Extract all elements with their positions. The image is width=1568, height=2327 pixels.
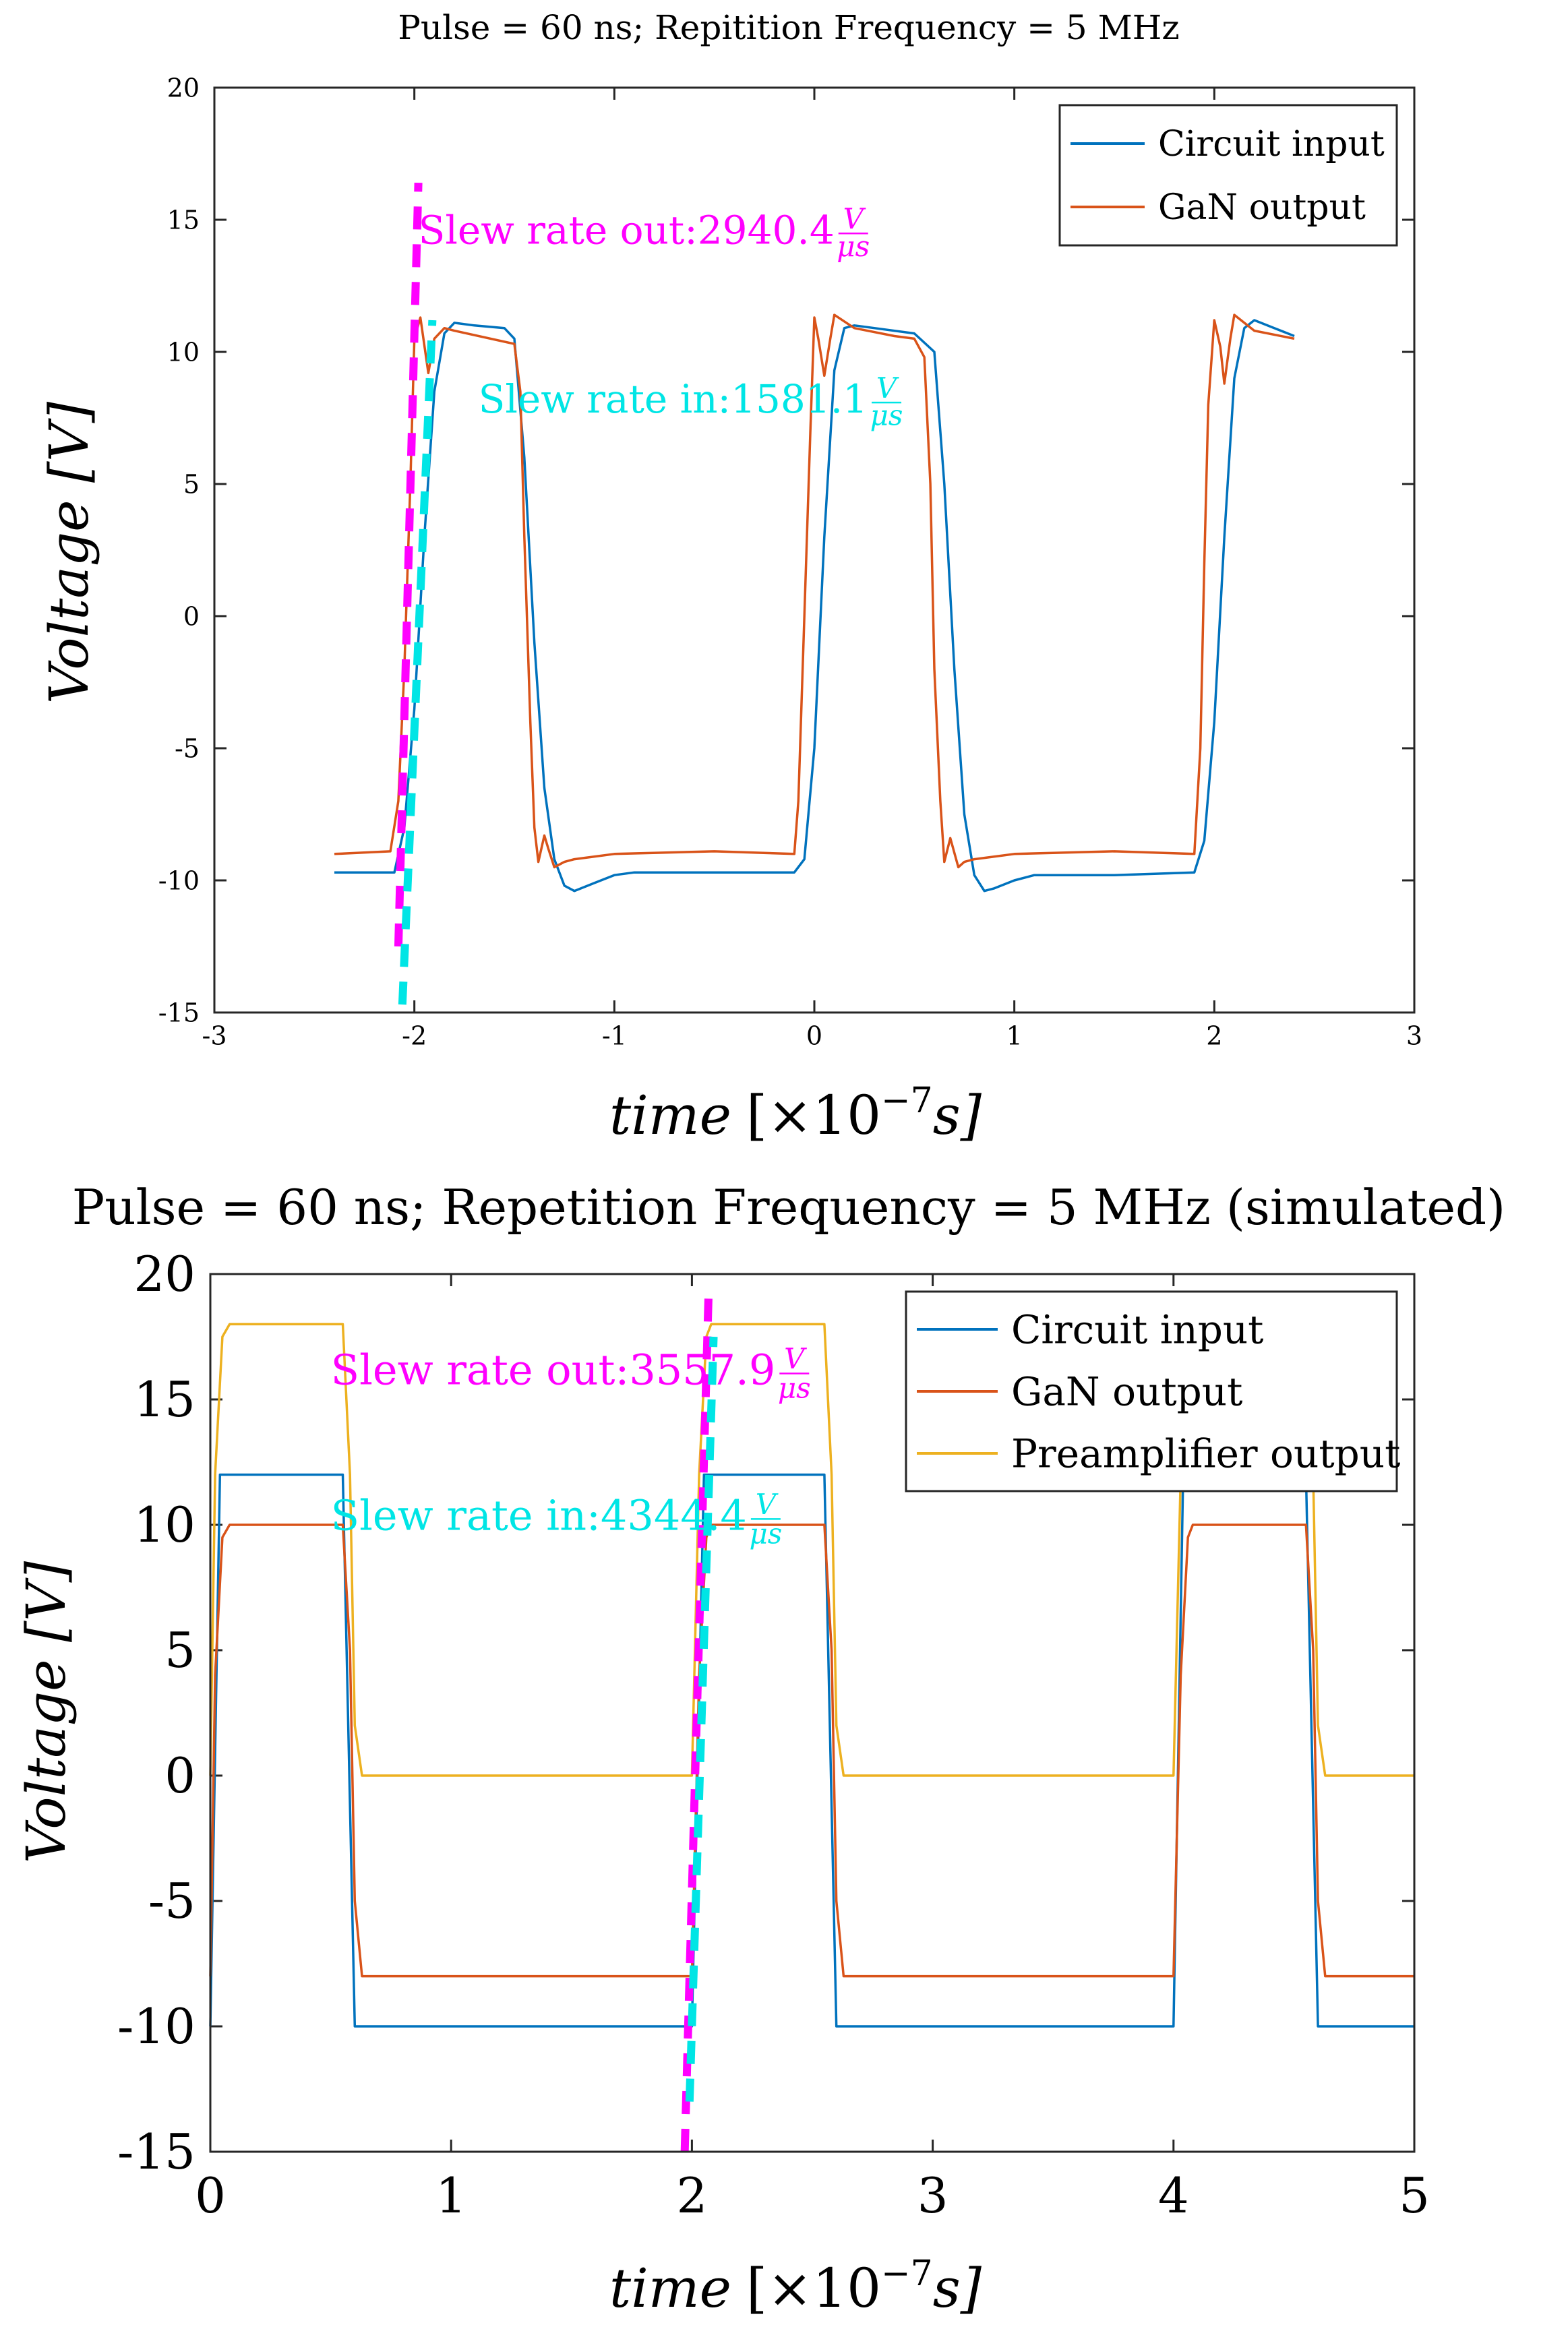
slew-rate-unit-numerator: V bbox=[784, 1342, 807, 1375]
x-axis-label: time [×10−7s] bbox=[609, 2254, 982, 2320]
chart-title: Pulse = 60 ns; Repitition Frequency = 5 … bbox=[398, 8, 1179, 47]
y-axis-label: Voltage [V] bbox=[38, 401, 100, 704]
slew-fit-line-out bbox=[680, 1286, 713, 2152]
y-tick-label: 5 bbox=[183, 469, 200, 499]
legend-box bbox=[1058, 104, 1398, 247]
x-tick-label: -3 bbox=[202, 1021, 227, 1051]
legend-label: Circuit input bbox=[1158, 124, 1385, 164]
legend-label: GaN output bbox=[1158, 187, 1366, 228]
x-tick-label: 1 bbox=[435, 2167, 466, 2224]
slew-fit-line-in bbox=[398, 320, 437, 1005]
x-tick-label: 0 bbox=[195, 2167, 226, 2224]
y-tick-label: 10 bbox=[133, 1497, 195, 1553]
y-tick-label: 20 bbox=[167, 73, 200, 102]
series-line-circuit-input bbox=[334, 319, 1295, 893]
plot-frame bbox=[213, 86, 1416, 1014]
slew-rate-unit-denominator: μs bbox=[870, 399, 903, 432]
slew-annotation-out: Slew rate out:3557.9 Vμs bbox=[331, 1342, 811, 1404]
chart-title: Pulse = 60 ns; Repetition Frequency = 5 … bbox=[72, 1179, 1505, 1236]
legend-label: Circuit input bbox=[1011, 1306, 1263, 1352]
legend: Circuit input GaN output Preamplifier outp… bbox=[905, 1290, 1400, 1492]
series-line-gan-output bbox=[209, 1523, 1414, 1978]
x-axis-label: time [×10−7s] bbox=[609, 1081, 982, 1147]
slew-rate-text: Slew rate in:4344.4 bbox=[331, 1490, 747, 1540]
slew-fit-lines bbox=[680, 1286, 718, 2152]
slew-rate-unit-denominator: μs bbox=[749, 1517, 782, 1550]
y-axis: -15 -10 -5 0 5 10 15 20 bbox=[117, 1246, 1414, 2180]
slew-rate-unit-denominator: μs bbox=[778, 1372, 811, 1405]
slew-fit-lines bbox=[394, 182, 437, 1005]
x-tick-label: 3 bbox=[1406, 1021, 1422, 1051]
x-tick-label: 2 bbox=[1206, 1021, 1222, 1051]
slew-rate-unit-numerator: V bbox=[756, 1488, 779, 1521]
y-tick-label: -10 bbox=[117, 1998, 195, 2055]
y-tick-label: 15 bbox=[133, 1371, 195, 1428]
y-tick-label: 5 bbox=[164, 1622, 195, 1679]
legend-label: GaN output bbox=[1011, 1368, 1242, 1414]
y-tick-label: -15 bbox=[158, 998, 200, 1027]
slew-fit-line-in bbox=[685, 1336, 718, 2102]
x-tick-label: 1 bbox=[1006, 1021, 1023, 1051]
slew-rate-text: Slew rate out:3557.9 bbox=[331, 1346, 776, 1395]
y-tick-label: -5 bbox=[148, 1873, 195, 1929]
x-tick-label: 5 bbox=[1399, 2167, 1430, 2224]
slew-fit-line-out bbox=[394, 182, 423, 947]
simulated-chart: Pulse = 60 ns; Repetition Frequency = 5 … bbox=[15, 1179, 1505, 2320]
y-tick-label: 10 bbox=[167, 337, 200, 367]
slew-rate-text: Slew rate out:2940.4 bbox=[419, 207, 835, 253]
y-tick-label: 20 bbox=[133, 1246, 195, 1302]
x-tick-label: -2 bbox=[402, 1021, 427, 1051]
y-tick-label: -10 bbox=[158, 866, 200, 895]
series-layer bbox=[334, 313, 1295, 893]
x-axis: -3 -2 -1 0 1 2 3 bbox=[202, 88, 1422, 1051]
slew-rate-unit-denominator: μs bbox=[837, 230, 870, 263]
legend-label: Preamplifier output bbox=[1011, 1430, 1400, 1476]
y-tick-label: -5 bbox=[175, 733, 200, 763]
measured-chart: Pulse = 60 ns; Repitition Frequency = 5 … bbox=[38, 8, 1422, 1147]
slew-rate-unit-numerator: V bbox=[843, 202, 866, 235]
y-axis: -15 -10 -5 0 5 10 15 20 bbox=[158, 73, 1414, 1027]
series-line-gan-output bbox=[334, 313, 1295, 869]
x-tick-label: 0 bbox=[806, 1021, 822, 1051]
slew-annotation-out: Slew rate out:2940.4 Vμs bbox=[419, 202, 870, 263]
y-tick-label: -15 bbox=[117, 2123, 195, 2180]
x-tick-label: 4 bbox=[1158, 2167, 1189, 2224]
x-tick-label: 3 bbox=[917, 2167, 948, 2224]
y-tick-label: 15 bbox=[167, 205, 200, 235]
slew-rate-unit-numerator: V bbox=[876, 371, 899, 404]
x-tick-label: 2 bbox=[676, 2167, 707, 2224]
slew-rate-text: Slew rate in:1581.1 bbox=[479, 376, 868, 422]
y-tick-label: 0 bbox=[164, 1747, 195, 1804]
x-tick-label: -1 bbox=[602, 1021, 627, 1051]
y-axis-label: Voltage [V] bbox=[15, 1561, 78, 1863]
y-tick-label: 0 bbox=[183, 601, 200, 631]
slew-annotation-in: Slew rate in:4344.4 Vμs bbox=[331, 1488, 783, 1550]
slew-annotation-in: Slew rate in:1581.1 Vμs bbox=[479, 371, 903, 432]
plot-frame bbox=[209, 1273, 1416, 2153]
legend: Circuit input GaN output bbox=[1058, 104, 1398, 247]
x-axis: 0 1 2 3 4 5 bbox=[195, 1274, 1430, 2224]
